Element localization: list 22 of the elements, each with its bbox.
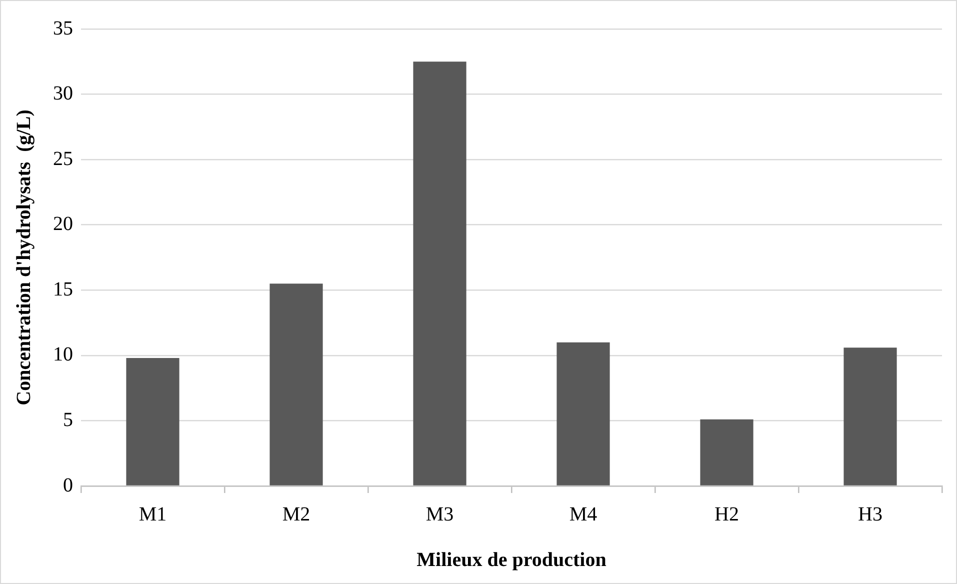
x-tick-label: M1: [138, 503, 167, 526]
x-tick-label: M3: [426, 503, 454, 526]
bar: [270, 284, 323, 486]
x-tick-label: H3: [858, 503, 882, 526]
bar: [700, 419, 754, 486]
bar: [126, 358, 180, 486]
bar: [844, 348, 897, 486]
y-tick-label: 5: [63, 408, 73, 431]
y-axis-title: Concentration d'hydrolysats (g/L): [13, 110, 36, 406]
y-tick-label: 20: [53, 213, 73, 236]
x-tick-label: H2: [714, 503, 739, 526]
bar: [556, 342, 610, 486]
x-axis-title: Milieux de production: [416, 549, 606, 572]
y-tick-label: 25: [53, 148, 73, 170]
y-tick-label: 15: [53, 278, 73, 300]
y-tick-label: 10: [53, 344, 73, 366]
bar: [413, 62, 466, 486]
y-tick-label: 30: [53, 82, 73, 105]
y-tick-label: 0: [63, 474, 73, 496]
y-tick-label: 35: [53, 17, 73, 40]
x-tick-label: M4: [569, 503, 598, 526]
x-tick-label: M2: [282, 503, 310, 526]
